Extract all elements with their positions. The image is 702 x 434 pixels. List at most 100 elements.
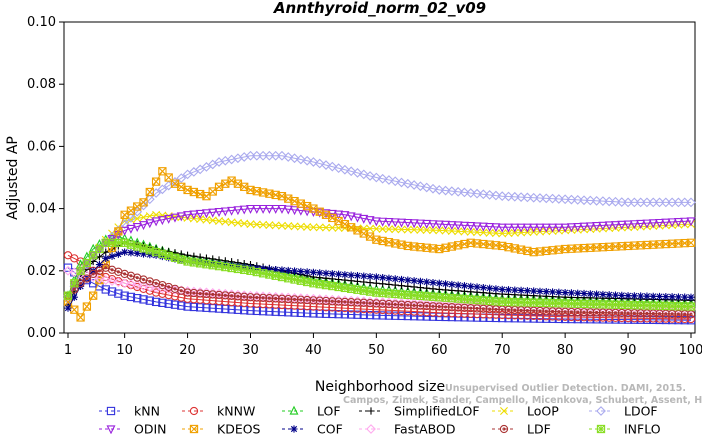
data-point [360, 272, 368, 280]
data-point [283, 205, 293, 215]
data-point [108, 252, 116, 260]
data-point [302, 155, 313, 166]
data-point [328, 270, 336, 278]
data-point [567, 307, 576, 317]
data-point [372, 279, 380, 287]
data-point [346, 212, 356, 222]
data-point [379, 274, 387, 282]
data-point [391, 300, 400, 309]
data-point [649, 292, 657, 300]
data-point [157, 216, 167, 226]
data-point [384, 299, 394, 309]
data-point [504, 229, 513, 238]
data-point [126, 279, 136, 290]
legend-label: LDF [527, 422, 551, 434]
data-point [618, 291, 626, 299]
data-point [447, 309, 457, 318]
data-point [265, 270, 274, 279]
data-point [466, 309, 475, 319]
data-point [428, 299, 438, 310]
data-point [158, 289, 167, 298]
data-point [347, 310, 356, 319]
data-point [384, 225, 393, 234]
data-point [611, 308, 620, 317]
legend-label: LoOP [527, 404, 559, 419]
data-point [139, 244, 148, 253]
data-point [479, 304, 488, 313]
legend-marker [289, 405, 299, 415]
data-point [278, 266, 286, 274]
data-point [623, 308, 633, 318]
data-point [504, 286, 513, 294]
data-point [465, 188, 476, 198]
data-point [151, 297, 161, 307]
data-point [240, 292, 249, 301]
data-point [284, 294, 293, 304]
legend-label: FastABOD [394, 422, 456, 434]
data-point [258, 293, 268, 303]
x-tick-label: 40 [305, 343, 322, 358]
data-point [252, 204, 262, 214]
data-point [239, 205, 249, 215]
data-point [347, 271, 355, 279]
data-point [315, 223, 324, 232]
data-point [396, 177, 407, 188]
data-point [421, 299, 432, 309]
data-point [289, 153, 300, 164]
data-point [126, 240, 136, 249]
data-point [492, 285, 500, 293]
legend-item-odin: ODIN [99, 422, 167, 434]
data-point [145, 187, 154, 197]
data-point [133, 242, 142, 251]
data-point [302, 277, 312, 287]
data-point [686, 302, 696, 311]
data-point [454, 227, 463, 236]
data-point [629, 197, 640, 208]
data-point [176, 212, 186, 222]
data-point [233, 206, 243, 216]
data-point [504, 223, 513, 233]
data-point [509, 191, 520, 202]
data-point [510, 223, 520, 233]
data-point [573, 307, 582, 317]
data-point [661, 309, 670, 318]
data-point [536, 287, 544, 295]
data-point [89, 251, 98, 260]
series-line [67, 254, 692, 320]
data-point [120, 291, 129, 300]
data-point [145, 219, 155, 229]
data-point [164, 299, 173, 308]
data-point [208, 290, 217, 299]
data-point [95, 260, 104, 269]
data-point [377, 173, 388, 184]
data-point [290, 295, 299, 304]
data-point [303, 268, 311, 276]
legend-label: KDEOS [217, 422, 261, 434]
data-point [528, 192, 539, 203]
data-point [271, 221, 280, 230]
x-tick-label: 1 [64, 343, 72, 358]
data-point [479, 283, 487, 292]
data-point [585, 195, 596, 206]
data-point [491, 305, 501, 314]
legend-marker [189, 406, 199, 416]
data-point [592, 222, 602, 232]
data-point [446, 299, 457, 310]
data-point [340, 310, 350, 319]
data-point [429, 285, 437, 293]
data-point [636, 309, 645, 318]
data-point [485, 304, 494, 314]
data-point [82, 302, 92, 311]
data-point [371, 217, 381, 227]
legend-item-ldof: LDOF [589, 404, 658, 419]
data-point [396, 298, 407, 308]
data-point [359, 310, 368, 320]
data-point [183, 302, 192, 311]
data-point [102, 254, 110, 262]
x-tick-label: 60 [431, 343, 448, 358]
data-point [327, 161, 338, 172]
data-point [460, 227, 469, 236]
legend-marker [290, 425, 298, 433]
data-point [447, 227, 456, 235]
data-point [189, 288, 199, 298]
